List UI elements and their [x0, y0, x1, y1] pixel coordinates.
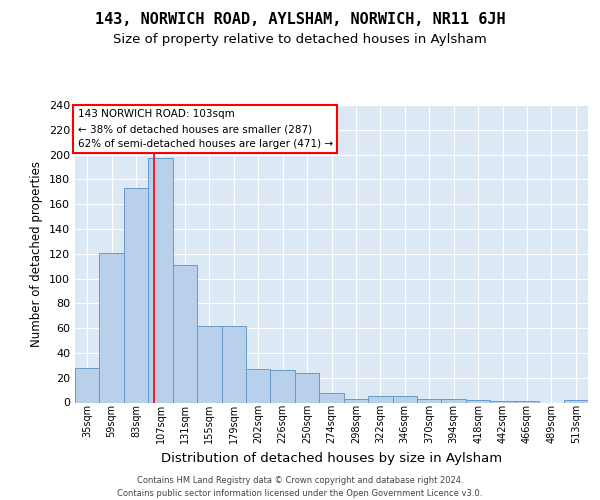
Bar: [271, 370, 295, 402]
Text: Contains HM Land Registry data © Crown copyright and database right 2024.
Contai: Contains HM Land Registry data © Crown c…: [118, 476, 482, 498]
Bar: [344, 399, 368, 402]
Bar: [197, 326, 221, 402]
Bar: [466, 400, 490, 402]
Bar: [221, 326, 246, 402]
Bar: [319, 392, 344, 402]
X-axis label: Distribution of detached houses by size in Aylsham: Distribution of detached houses by size …: [161, 452, 502, 464]
Bar: [100, 252, 124, 402]
Text: Size of property relative to detached houses in Aylsham: Size of property relative to detached ho…: [113, 32, 487, 46]
Text: 143 NORWICH ROAD: 103sqm
← 38% of detached houses are smaller (287)
62% of semi-: 143 NORWICH ROAD: 103sqm ← 38% of detach…: [77, 110, 332, 149]
Bar: [246, 369, 271, 402]
Bar: [368, 396, 392, 402]
Bar: [392, 396, 417, 402]
Bar: [295, 373, 319, 402]
Bar: [563, 400, 588, 402]
Bar: [124, 188, 148, 402]
Bar: [173, 265, 197, 402]
Bar: [75, 368, 100, 402]
Text: 143, NORWICH ROAD, AYLSHAM, NORWICH, NR11 6JH: 143, NORWICH ROAD, AYLSHAM, NORWICH, NR1…: [95, 12, 505, 28]
Bar: [148, 158, 173, 402]
Bar: [442, 399, 466, 402]
Y-axis label: Number of detached properties: Number of detached properties: [31, 161, 43, 347]
Bar: [417, 399, 442, 402]
